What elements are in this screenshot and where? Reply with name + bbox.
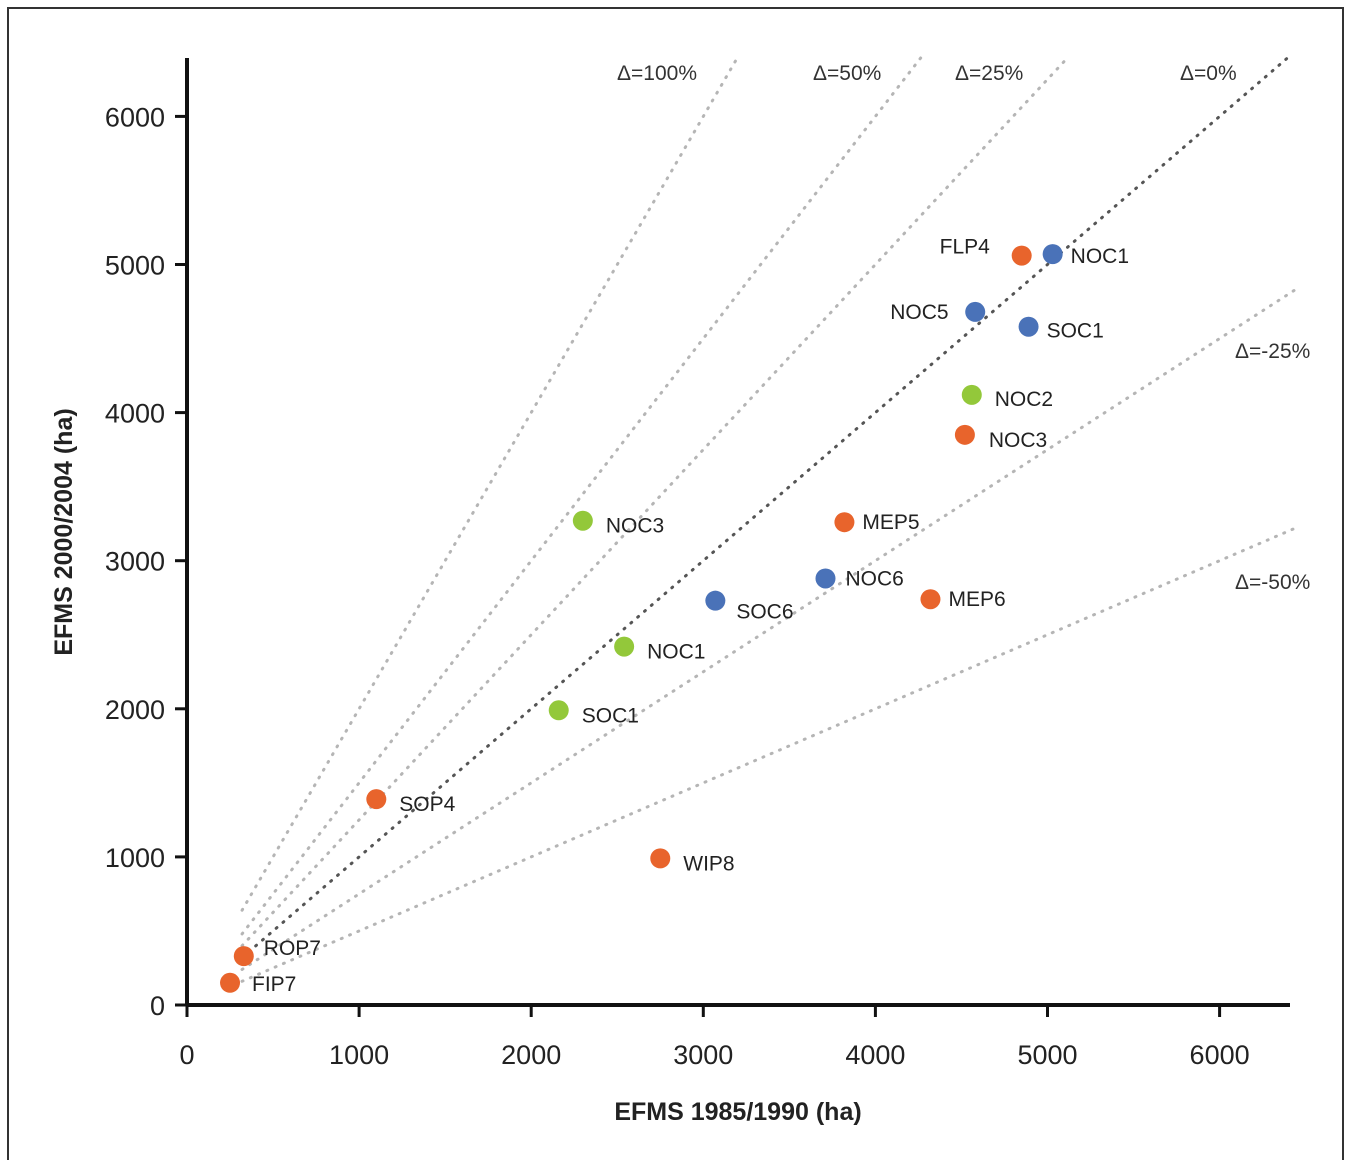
y-tick-label: 6000	[105, 102, 165, 132]
reference-line	[240, 525, 1299, 983]
reference-line-label: Δ=100%	[617, 62, 697, 85]
data-point-orange	[366, 789, 387, 810]
y-tick-label: 0	[150, 991, 165, 1021]
reference-line-label: Δ=-25%	[1235, 340, 1310, 363]
data-point-label: NOC6	[845, 567, 903, 590]
data-point-label: NOC5	[890, 301, 948, 324]
data-point-orange	[233, 946, 254, 967]
data-point-blue	[1018, 316, 1039, 337]
data-point-label: FIP7	[252, 973, 296, 996]
data-point-orange	[954, 424, 975, 445]
data-point-label: NOC1	[647, 641, 705, 664]
y-tick-label: 5000	[105, 251, 165, 281]
data-point-label: SOC1	[582, 704, 639, 727]
data-point-label: NOC1	[1071, 245, 1129, 268]
data-point-label: SOP4	[399, 793, 455, 816]
reference-line-label: Δ=-50%	[1235, 571, 1310, 594]
outer-border	[7, 7, 1344, 1165]
y-tick-label: 2000	[105, 695, 165, 725]
data-point-label: SOC1	[1047, 320, 1104, 343]
data-point-orange	[920, 589, 941, 610]
data-point-green	[572, 510, 593, 531]
data-point-blue	[815, 568, 836, 589]
x-tick-label: 6000	[1190, 1040, 1250, 1070]
x-tick-label: 2000	[501, 1040, 561, 1070]
y-tick-label: 1000	[105, 843, 165, 873]
data-point-label: SOC6	[736, 601, 793, 624]
data-point-label: MEP6	[948, 588, 1005, 611]
data-point-label: NOC3	[606, 515, 664, 538]
data-point-orange	[1011, 245, 1032, 266]
data-point-blue	[1042, 244, 1063, 265]
data-point-label: NOC3	[989, 429, 1047, 452]
reference-line	[240, 287, 1299, 971]
data-point-blue	[705, 590, 726, 611]
data-point-orange	[650, 848, 671, 869]
data-point-green	[548, 700, 569, 721]
data-point-label: NOC2	[995, 388, 1053, 411]
reference-lines: Δ=100% Δ=50% Δ=25% Δ=0% Δ=-25% Δ=-50%	[240, 55, 1310, 983]
reference-line-label: Δ=0%	[1180, 62, 1237, 85]
y-tick-label: 3000	[105, 547, 165, 577]
reference-line-label: Δ=25%	[955, 62, 1023, 85]
x-tick-label: 3000	[673, 1040, 733, 1070]
x-tick-label: 0	[179, 1040, 194, 1070]
y-axis-title: EFMS 2000/2004 (ha)	[50, 408, 78, 655]
data-point-orange	[220, 972, 241, 993]
data-point-label: MEP5	[862, 511, 919, 534]
data-point-label: ROP7	[264, 937, 321, 960]
data-points: FLP4 NOC1 NOC5 SOC1 NOC2 NOC3 NOC3 MEP5 NOC6 MEP6…	[220, 236, 1129, 996]
x-tick-label: 1000	[329, 1040, 389, 1070]
x-axis-title: EFMS 1985/1990 (ha)	[614, 1098, 861, 1126]
reference-line-label: Δ=50%	[813, 62, 881, 85]
axes: 0 1000 2000 3000 4000 5000 6000 0 1000 2000 3000 40…	[105, 58, 1290, 1070]
data-point-orange	[834, 512, 855, 533]
data-point-label: FLP4	[940, 236, 991, 259]
x-tick-label: 5000	[1017, 1040, 1077, 1070]
data-point-green	[614, 636, 635, 657]
data-point-green	[961, 384, 982, 405]
y-tick-label: 4000	[105, 399, 165, 429]
data-point-label: WIP8	[683, 852, 734, 875]
data-point-blue	[965, 301, 986, 322]
x-tick-label: 4000	[845, 1040, 905, 1070]
reference-line	[240, 55, 740, 912]
